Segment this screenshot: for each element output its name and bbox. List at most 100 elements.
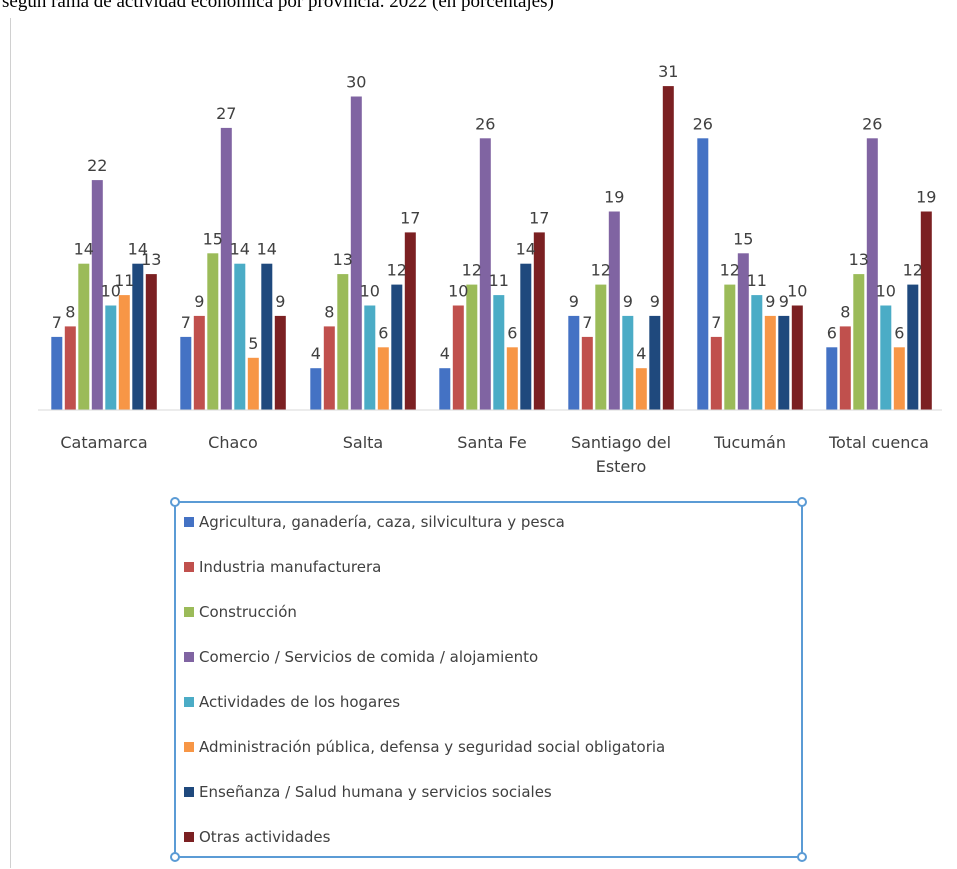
data-label: 12 (387, 261, 407, 280)
bar (452, 305, 464, 410)
data-label: 11 (747, 271, 767, 290)
bar (710, 336, 722, 410)
data-label: 11 (114, 271, 134, 290)
bar (662, 86, 674, 410)
category-label: Tucumán (713, 433, 786, 452)
bar (323, 326, 335, 410)
data-label: 9 (194, 292, 204, 311)
legend-item[interactable]: Administración pública, defensa y seguri… (184, 738, 665, 756)
legend-swatch (184, 697, 194, 707)
data-label: 26 (693, 114, 713, 133)
bar (880, 305, 892, 410)
data-label: 22 (87, 156, 107, 175)
data-label: 10 (876, 282, 896, 301)
data-label: 27 (216, 104, 236, 123)
bar (635, 368, 647, 410)
data-label: 12 (903, 261, 923, 280)
bars-group (51, 86, 932, 411)
data-label: 12 (720, 261, 740, 280)
data-label: 14 (74, 240, 94, 259)
category-label: Santiago del (571, 433, 671, 452)
bar (506, 347, 518, 410)
bar (91, 180, 103, 410)
data-label: 15 (733, 229, 753, 248)
bar (247, 357, 259, 411)
data-label: 9 (623, 292, 633, 311)
bar (724, 284, 736, 410)
bar-chart: 7814221011141379152714514948133010612174… (38, 62, 942, 476)
category-label: Estero (596, 457, 647, 476)
data-label: 14 (516, 240, 536, 259)
legend[interactable]: Agricultura, ganadería, caza, silvicultu… (170, 497, 807, 862)
bar (533, 232, 545, 410)
legend-label: Construcción (199, 603, 297, 621)
bar (207, 253, 219, 411)
bar (764, 315, 776, 410)
data-label: 15 (203, 229, 223, 248)
data-label: 26 (475, 114, 495, 133)
data-label: 14 (257, 240, 277, 259)
legend-swatch (184, 652, 194, 662)
bar (350, 96, 362, 410)
data-label: 30 (346, 73, 366, 92)
legend-swatch (184, 562, 194, 572)
bar (105, 305, 117, 410)
resize-handle-top-left[interactable] (170, 497, 180, 507)
bar (893, 347, 905, 410)
data-label: 11 (489, 271, 509, 290)
legend-item[interactable]: Otras actividades (184, 828, 330, 846)
bar (568, 315, 580, 410)
bar (193, 315, 205, 410)
data-label: 7 (582, 313, 592, 332)
legend-item[interactable]: Actividades de los hogares (184, 693, 400, 711)
bar (234, 263, 246, 410)
bar (737, 253, 749, 411)
bar (220, 127, 232, 411)
bar (377, 347, 389, 410)
data-label: 10 (787, 282, 807, 301)
legend-swatch (184, 607, 194, 617)
legend-item[interactable]: Industria manufacturera (184, 558, 381, 576)
data-label: 13 (141, 250, 161, 269)
legend-item[interactable]: Comercio / Servicios de comida / alojami… (184, 648, 538, 666)
bar (78, 263, 90, 410)
data-label: 9 (765, 292, 775, 311)
bar (479, 138, 491, 411)
data-label: 14 (230, 240, 250, 259)
bar (274, 315, 286, 410)
data-label: 10 (360, 282, 380, 301)
bar (493, 295, 505, 410)
resize-handle-bottom-left[interactable] (170, 852, 180, 862)
bar (132, 263, 144, 410)
data-label: 6 (378, 323, 388, 342)
data-label: 10 (448, 282, 468, 301)
legend-item[interactable]: Agricultura, ganadería, caza, silvicultu… (184, 513, 565, 531)
data-label: 9 (779, 292, 789, 311)
data-label: 6 (894, 323, 904, 342)
legend-item[interactable]: Construcción (184, 603, 297, 621)
bar (581, 336, 593, 410)
data-label: 9 (275, 292, 285, 311)
data-label: 9 (569, 292, 579, 311)
bar (404, 232, 416, 410)
bar (520, 263, 532, 410)
data-label: 31 (658, 62, 678, 81)
legend-label: Otras actividades (199, 828, 331, 846)
value-labels-group: 7814221011141379152714514948133010612174… (52, 62, 937, 363)
resize-handle-top-right[interactable] (797, 497, 807, 507)
data-label: 9 (650, 292, 660, 311)
category-label: Santa Fe (457, 433, 526, 452)
bar (180, 336, 192, 410)
resize-handle-bottom-right[interactable] (797, 852, 807, 862)
bar (310, 368, 322, 410)
legend-item[interactable]: Enseñanza / Salud humana y servicios soc… (184, 783, 552, 801)
bar (907, 284, 919, 410)
bar (51, 336, 63, 410)
legend-label: Administración pública, defensa y seguri… (199, 738, 666, 756)
data-label: 17 (529, 208, 549, 227)
bar (364, 305, 376, 410)
legend-label: Industria manufacturera (199, 558, 382, 576)
data-label: 12 (591, 261, 611, 280)
data-label: 4 (636, 344, 646, 363)
category-label: Total cuenca (828, 433, 929, 452)
